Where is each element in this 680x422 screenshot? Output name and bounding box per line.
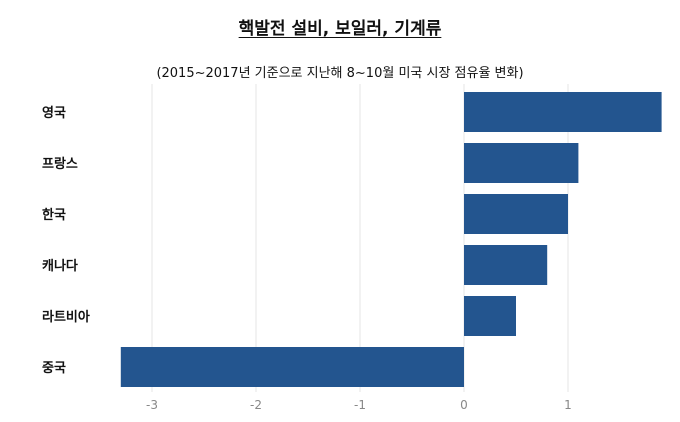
bar [464,143,579,183]
bar [464,92,662,132]
category-label: 캐나다 [42,258,78,274]
x-tick-label: -2 [250,398,262,412]
bar [120,347,465,387]
bar [464,296,516,336]
category-label: 영국 [42,106,66,121]
category-label: 라트비아 [42,309,90,325]
bars [120,92,662,387]
gridlines [151,84,569,392]
x-axis-tick-labels: -3 -2 -1 0 1 [146,398,572,412]
x-tick-label: 0 [460,398,468,412]
bar [464,194,568,234]
category-label: 프랑스 [42,157,78,172]
category-label: 중국 [42,361,66,376]
x-tick-label: -3 [146,398,158,412]
bar [464,245,548,285]
x-tick-label: -1 [354,398,366,412]
chart-subtitle: (2015~2017년 기준으로 지난해 8~10월 미국 시장 점유율 변화) [156,66,524,81]
x-tick-label: 1 [564,398,572,412]
category-label: 한국 [42,207,66,223]
chart-title: 핵발전 설비, 보일러, 기계류 [238,19,442,39]
